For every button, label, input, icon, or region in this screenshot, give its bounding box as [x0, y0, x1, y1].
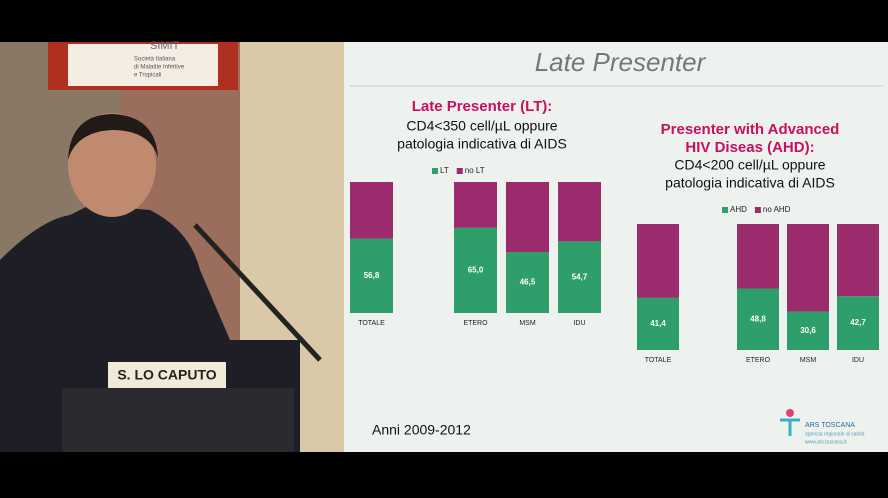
legend-label: no AHD: [763, 205, 791, 214]
chart-subtitle: CD4<350 cell/µL oppure: [406, 118, 557, 134]
lectern: [62, 388, 294, 452]
x-tick-label: MSM: [519, 320, 536, 327]
data-label: 56,8: [364, 271, 380, 280]
legend-label: AHD: [730, 205, 747, 214]
speaker-head: [68, 113, 156, 217]
banner-subtitle: di Malattie Infettive: [134, 65, 185, 71]
bar-segment: [737, 224, 779, 289]
bar-segment: [637, 224, 679, 298]
bar-segment: [350, 182, 393, 239]
bar-segment: [454, 182, 497, 228]
bar-segment: [506, 182, 549, 253]
name-plate: [108, 362, 226, 388]
bar-segment: [506, 252, 549, 313]
banner-title: SIMIT: [150, 40, 180, 52]
chart-subtitle: patologia indicativa di AIDS: [397, 136, 567, 152]
data-label: 30,6: [800, 326, 816, 335]
data-label: 41,4: [650, 319, 666, 328]
bar-segment: [787, 224, 829, 312]
chart-title: HIV Diseas (AHD):: [685, 139, 814, 156]
data-label: 48,8: [750, 314, 766, 323]
chart-subtitle: patologia indicativa di AIDS: [665, 175, 835, 191]
bar-segment: [837, 224, 879, 297]
speaker-hair: [68, 114, 158, 160]
legend-swatch: [456, 168, 463, 174]
bar-segment: [558, 182, 601, 242]
chart-title: Presenter with Advanced: [661, 121, 840, 138]
x-tick-label: IDU: [573, 320, 585, 327]
x-tick-label: ETERO: [746, 357, 771, 364]
banner-subtitle: Società Italiana: [134, 57, 176, 63]
bar-segment: [787, 311, 829, 350]
chart-subtitle: CD4<200 cell/µL oppure: [674, 157, 825, 173]
banner-subtitle: e Tropicali: [134, 73, 161, 79]
data-label: 65,0: [468, 266, 484, 275]
logo-subtitle: agenzia regionale di sanità: [805, 431, 865, 437]
chart-title: Late Presenter (LT):: [412, 98, 553, 115]
speaker-name: S. LO CAPUTO: [117, 367, 216, 383]
data-label: 46,5: [520, 278, 536, 287]
legend-label: LT: [440, 166, 449, 175]
microphone-stand: [193, 223, 322, 362]
legend-swatch: [754, 207, 761, 213]
data-label: 54,7: [572, 272, 588, 281]
logo-name: ARS TOSCANA: [805, 422, 855, 429]
logo-icon: [780, 418, 800, 436]
bar-segment: [637, 297, 679, 350]
x-tick-label: TOTALE: [645, 357, 672, 364]
bar-segment: [350, 238, 393, 313]
x-tick-label: ETERO: [463, 320, 488, 327]
bar-segment: [837, 296, 879, 350]
legend-label: no LT: [465, 166, 485, 175]
logo-icon: [786, 409, 794, 417]
x-tick-label: MSM: [800, 357, 817, 364]
slide-title: Late Presenter: [535, 47, 707, 77]
bar-segment: [454, 227, 497, 313]
bar-segment: [558, 241, 601, 313]
years-note: Anni 2009-2012: [372, 422, 471, 438]
logo-url: www.ars.toscana.it: [805, 439, 847, 445]
bar-segment: [737, 288, 779, 350]
legend-swatch: [722, 207, 728, 213]
x-tick-label: TOTALE: [358, 320, 385, 327]
banner-panel: [68, 44, 218, 86]
data-label: 42,7: [850, 318, 866, 327]
legend-swatch: [432, 168, 438, 174]
x-tick-label: IDU: [852, 357, 864, 364]
